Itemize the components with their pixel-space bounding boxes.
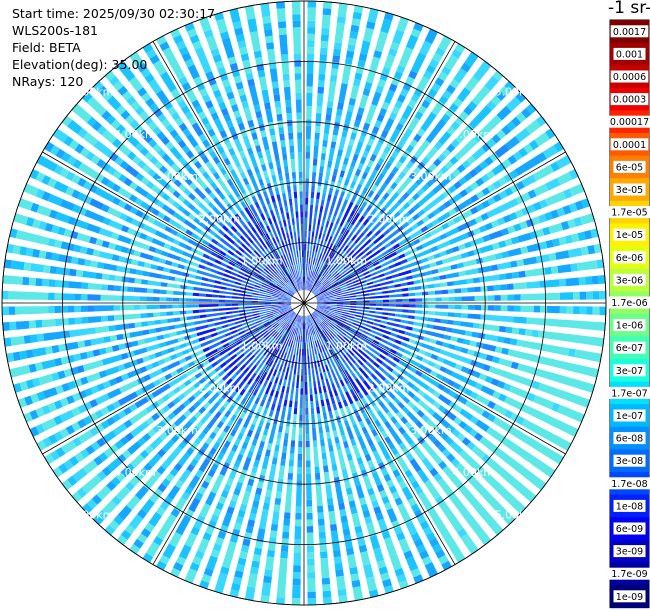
colorbar-tick-box [607,477,650,490]
range-label: 2.00km [199,382,241,395]
colorbar-tick-box [613,251,646,264]
colorbar-tick-box [613,183,646,196]
colorbar-tick-box [613,160,646,173]
colorbar-tick-box [607,386,650,399]
range-label: 5.00km [495,86,537,99]
colorbar-tick-label: 1e-08 [616,501,643,512]
instrument-text: WLS200s-181 [12,23,98,38]
colorbar-tick-label: 0.0001 [613,140,646,151]
colorbar-tick-label: 1.7e-08 [611,479,647,490]
colorbar-tick-label: 1.7e-06 [611,298,647,309]
ray-bins-1a8cff [69,55,535,547]
colorbar-tick-box [607,567,650,580]
azimuth-line-240 [42,302,305,455]
colorbar-tick-box [613,364,646,377]
range-label: 2.00km [368,212,410,225]
colorbar-tick-box [613,454,646,467]
colorbar-tick-label: 0.0017 [613,27,646,38]
ray-data-layer [2,1,607,606]
colorbar-tick-box [610,70,649,83]
colorbar-tick-label: 1.7e-05 [611,208,647,219]
scan-info: Start time: 2025/09/30 02:30:17 WLS200s-… [12,5,215,90]
colorbar-tick-box [610,93,649,106]
colorbar-tick-label: 1e-06 [616,321,643,332]
range-label: 3.00km [410,170,452,183]
range-label: 5.00km [72,508,114,521]
colorbar-tick-box [613,409,646,422]
colorbar-tick-box [610,138,649,151]
range-label: 4.00km [452,466,494,479]
colorbar-tick-label: 6e-09 [616,524,643,535]
colorbar-tick-label: 1e-07 [616,411,643,422]
nrays-text: NRays: 120 [12,74,84,89]
range-label: 2.00km [368,382,410,395]
colorbar-tick-label: 6e-07 [616,343,643,354]
colorbar-tick-label: 6e-08 [616,434,643,445]
colorbar-tick-box [613,273,646,286]
colorbar-tick-label: 0.001 [616,49,643,60]
azimuth-line-60 [303,151,566,304]
colorbar-title: -1 sr- [608,0,650,18]
colorbar-tick-box [607,206,650,219]
colorbar-tick-box [613,432,646,445]
field-text: Field: BETA [12,40,81,55]
colorbar-tick-label: 1e-05 [616,230,643,241]
range-label: 4.00km [114,128,156,141]
range-label: 3.00km [156,170,198,183]
colorbar-tick-box [613,341,646,354]
colorbar-tick-box [613,319,646,332]
azimuth-line-330 [152,41,305,304]
colorbar-tick-label: 0.0003 [613,95,646,106]
range-label: 4.00km [114,466,156,479]
colorbar-tick-box [613,47,646,60]
range-label: 2.00km [199,212,241,225]
azimuth-line-150 [303,302,456,565]
colorbar-tick-box [607,115,650,128]
colorbar-tick-label: 3e-08 [616,456,643,467]
range-label: 1.00km [325,255,367,268]
ray-bins-16a8ff [2,1,599,599]
colorbar-tick-box [613,590,646,603]
colorbar-tick-label: 1.7e-07 [611,388,647,399]
colorbar-tick-label: 3e-05 [616,185,643,196]
colorbar-tick-label: 3e-07 [616,366,643,377]
colorbar: 0.0017 0.001 0.0006 0.0003 0.00017 0.0001 6e-0… [607,19,650,609]
azimuth-line-30 [303,41,456,304]
polar-grid [1,0,607,606]
colorbar-tick-label: 3e-09 [616,547,643,558]
colorbar-tick-label: 0.0006 [613,72,646,83]
colorbar-tick-label: 0.00017 [610,117,649,128]
elevation-text: Elevation(deg): 35.00 [12,57,148,72]
range-label: 3.00km [410,424,452,437]
azimuth-line-120 [303,302,566,455]
colorbar-tick-label: 1e-09 [616,592,643,603]
range-label: 5.00km [495,508,537,521]
range-label: 1.00km [325,339,367,352]
colorbar-tick-label: 6e-06 [616,253,643,264]
colorbar-tick-box [613,522,646,535]
colorbar-tick-label: 3e-06 [616,275,643,286]
range-label: 3.00km [156,424,198,437]
colorbar-tick-box [607,296,650,309]
range-label: 5.00km [72,86,114,99]
range-label: 1.00km [241,255,283,268]
colorbar-tick-box [613,499,646,512]
colorbar-tick-box [613,545,646,558]
colorbar-tick-label: 1.7e-09 [611,569,647,580]
colorbar-tick-box [613,228,646,241]
range-labels: 1.00km 1.00km 1.00km 1.00km 2.00km 2.00km 2.00… [72,86,536,522]
azimuth-line-210 [152,302,305,565]
azimuth-line-300 [42,151,305,304]
range-label: 1.00km [241,339,283,352]
start-time-text: Start time: 2025/09/30 02:30:17 [12,6,216,21]
colorbar-tick-box [610,25,649,38]
range-label: 4.00km [452,128,494,141]
colorbar-tick-label: 6e-05 [616,162,643,173]
ray-bins-1440ff [195,191,416,412]
